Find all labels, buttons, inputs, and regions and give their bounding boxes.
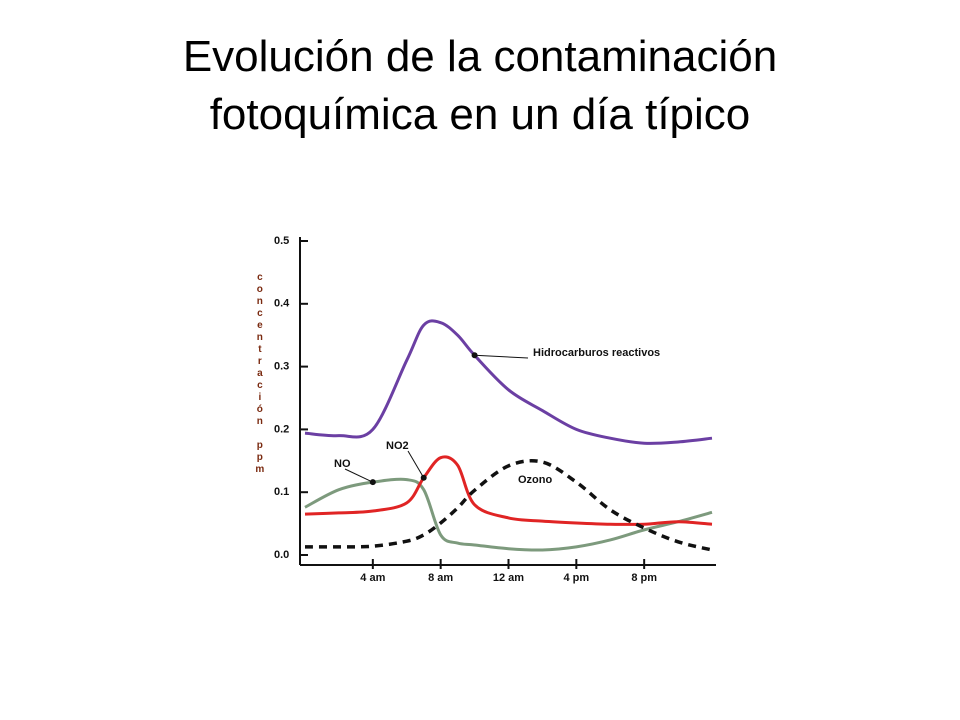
point-marker	[369, 479, 376, 486]
x-tick-label: 8 am	[428, 572, 453, 584]
slide-title: Evolución de la contaminación fotoquímic…	[182, 32, 778, 139]
series-line	[304, 459, 713, 552]
y-tick-label: 0.0	[274, 549, 289, 561]
series-line	[304, 477, 713, 552]
x-tick-label: 4 pm	[563, 572, 589, 584]
y-tick-label: 0.2	[274, 423, 289, 435]
leader-line	[474, 354, 529, 359]
y-tick-label: 0.3	[274, 361, 289, 373]
point-marker	[471, 352, 478, 359]
series-line	[304, 455, 713, 526]
point-marker	[420, 474, 427, 481]
y-axis-label: concentración ppm	[254, 272, 265, 476]
series-line	[304, 319, 713, 445]
x-tick-label: 8 pm	[631, 572, 657, 584]
y-tick-label: 0.5	[274, 235, 289, 247]
x-tick-label: 12 am	[493, 572, 524, 584]
y-tick-label: 0.1	[274, 486, 289, 498]
legend-label: NO2	[386, 440, 409, 452]
leader-line	[407, 450, 425, 479]
legend-label: Ozono	[518, 474, 552, 486]
x-tick-label: 4 am	[360, 572, 385, 584]
legend-label: NO	[334, 458, 351, 470]
leader-line	[344, 468, 374, 483]
y-tick-label: 0.4	[274, 298, 290, 310]
legend-label: Hidrocarburos reactivos	[533, 347, 660, 359]
